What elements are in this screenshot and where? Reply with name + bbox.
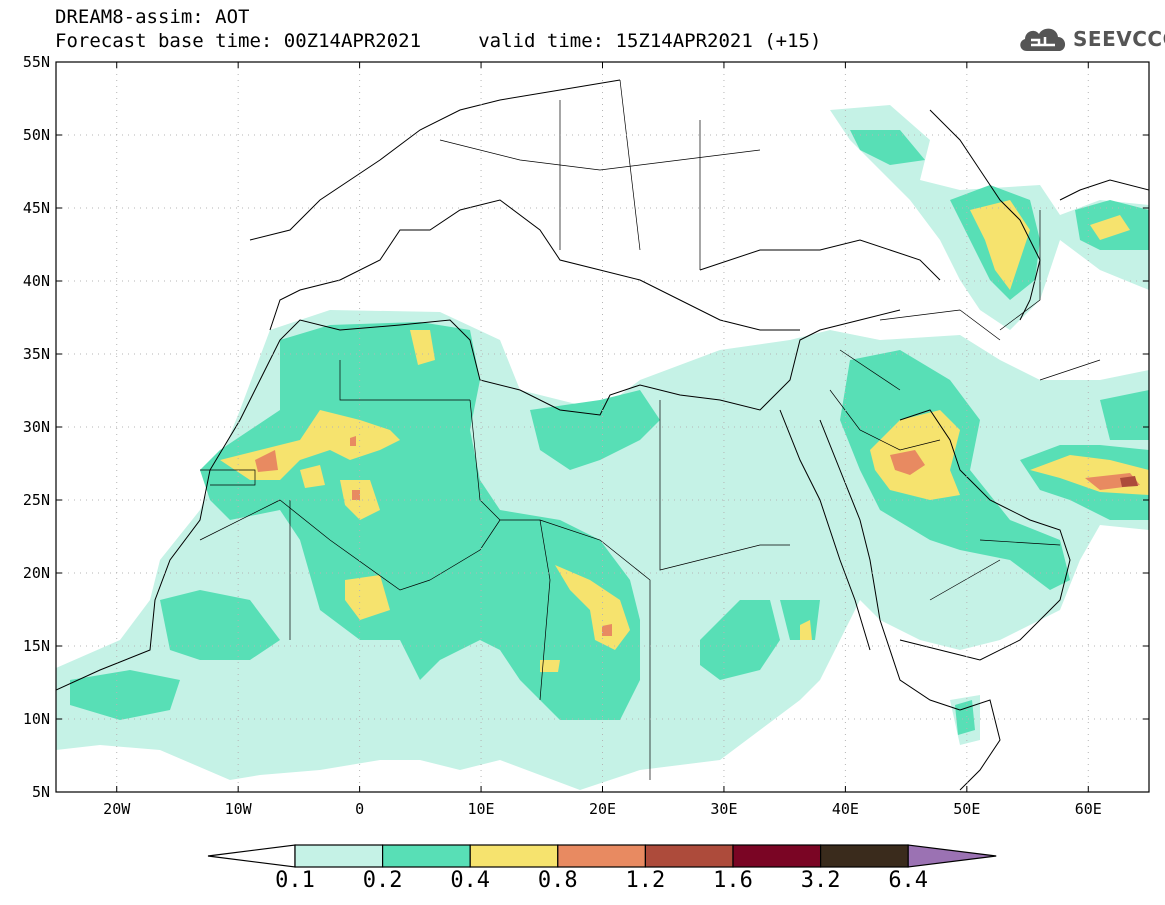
colorbar-swatch [732,844,822,868]
colorbar-under-arrow [207,844,296,868]
colorbar-swatch [294,844,384,868]
lat-tick-label: 20N [23,564,50,582]
map-title: DREAM8-assim: AOT [55,6,250,28]
colorbar-label: 0.4 [450,868,491,893]
colorbar-label: 1.2 [625,868,666,893]
colorbar-swatch [557,844,646,868]
colorbar-label: 3.2 [800,868,841,893]
colorbar-label: 0.2 [362,868,403,893]
lon-tick-label: 50E [953,800,980,818]
lat-tick-label: 15N [23,637,50,655]
colorbar-swatch [819,844,909,868]
colorbar-swatch [382,844,471,868]
lat-tick-label: 5N [32,783,50,801]
lon-tick-label: 30E [710,800,737,818]
colorbar-label: 6.4 [888,868,929,893]
lon-tick-label: 60E [1075,800,1102,818]
axis-ticks [56,61,1149,793]
lat-tick-label: 30N [23,418,50,436]
colorbar-label: 0.1 [275,868,315,893]
lat-tick-label: 40N [23,272,50,290]
coastlines [56,79,1149,791]
lon-tick-label: 20E [589,800,616,818]
aot-band-1.2 [1120,476,1138,487]
lat-tick-label: 50N [23,126,50,144]
lon-tick-label: 10W [225,800,253,818]
longitude-labels: 20W 10W 0 10E 20E 30E 40E 50E 60E [103,800,1102,818]
colorbar-label: 0.8 [537,868,578,893]
country-borders [199,79,1101,780]
colorbar-swatch [644,844,734,868]
lat-tick-label: 55N [23,53,50,71]
forecast-time-line: Forecast base time: 00Z14APR2021 valid t… [55,30,822,52]
seevccc-logo: SEEVCCC [1017,22,1165,56]
lat-tick-label: 10N [23,710,50,728]
graticule [56,62,1149,792]
lat-tick-label: 35N [23,345,50,363]
colorbar-over-arrow [907,844,997,868]
lon-tick-label: 0 [355,800,364,818]
cloud-icon [1020,28,1066,51]
lon-tick-label: 40E [832,800,859,818]
lat-tick-label: 25N [23,491,50,509]
colorbar-swatch [469,844,559,868]
lon-tick-label: 20W [103,800,131,818]
latitude-labels: 55N 50N 45N 40N 35N 30N 25N 20N 15N 10N 5N [23,53,50,801]
lon-tick-label: 10E [468,800,495,818]
lat-tick-label: 45N [23,199,50,217]
colorbar [207,844,997,868]
colorbar-label: 1.6 [713,868,753,893]
